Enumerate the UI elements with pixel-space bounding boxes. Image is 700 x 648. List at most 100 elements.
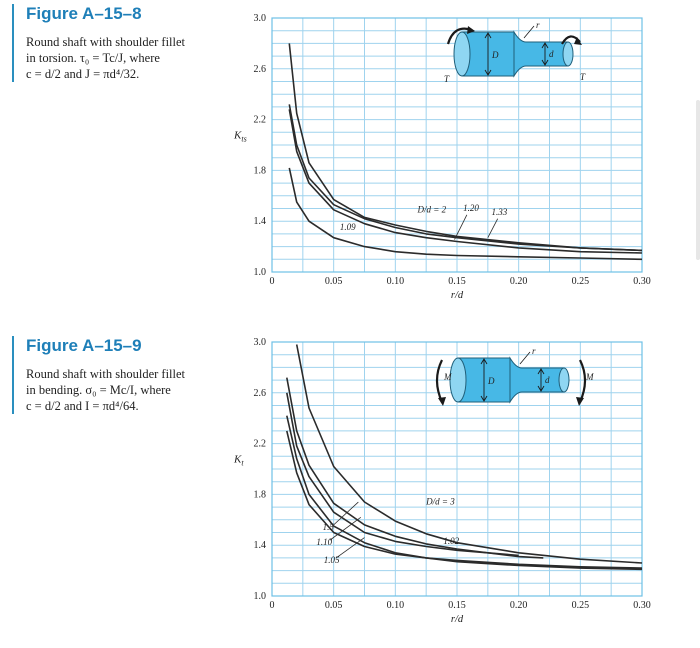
y-tick-label: 2.6	[254, 64, 267, 75]
plot-frame	[271, 341, 643, 597]
fillet-leader	[523, 25, 535, 39]
series-label: 1.09	[340, 222, 356, 232]
caption-line: Round shaft with shoulder fillet	[26, 367, 186, 381]
plot-frame	[271, 17, 643, 273]
diameter-label-d: d	[545, 375, 550, 385]
caption-line: c = d/2 and J = πd⁴/32.	[26, 67, 140, 81]
shaft-small-end	[558, 367, 570, 393]
y-tick-label: 1.4	[254, 216, 267, 227]
caption-line: in torsion. τ₀ = Tc/J, where	[26, 51, 160, 65]
series-label: 1.20	[463, 203, 479, 213]
figure-caption: Figure A–15–9 Round shaft with shoulder …	[12, 336, 226, 414]
leader-line	[454, 214, 468, 240]
x-tick-label: 0.30	[633, 600, 651, 611]
shaft-end-face	[453, 31, 471, 77]
y-axis-title: Kt	[233, 454, 244, 468]
x-tick-label: 0.20	[510, 600, 527, 611]
arrowhead-icon	[576, 397, 584, 406]
arrow-icon	[480, 358, 488, 402]
series-line	[286, 392, 519, 557]
y-tick-label: 1.0	[254, 267, 267, 278]
series-label: 1.10	[316, 537, 332, 547]
x-axis-title: r/d	[451, 614, 464, 625]
y-axis-title: Kts	[233, 130, 247, 144]
series-line	[288, 104, 643, 252]
diameter-label-d: d	[549, 49, 554, 59]
shaft-small-section	[513, 30, 569, 78]
y-tick-label: 3.0	[254, 337, 267, 348]
arrow-icon	[541, 42, 549, 66]
arrowhead-icon	[438, 397, 446, 406]
shaft-end-face	[449, 357, 467, 403]
series-line	[288, 43, 643, 252]
leader-line	[487, 218, 499, 238]
series-line	[288, 167, 643, 261]
series-label: 1.33	[492, 207, 508, 217]
moment-arrow-icon	[435, 359, 444, 403]
series-label: 1.05	[324, 555, 340, 565]
caption-line: Round shaft with shoulder fillet	[26, 35, 186, 49]
leader-line	[329, 516, 362, 541]
y-tick-label: 1.8	[254, 165, 267, 176]
fillet-radius-label: r	[536, 20, 540, 30]
series-line	[288, 109, 643, 254]
y-tick-label: 2.2	[254, 115, 267, 126]
x-tick-label: 0.15	[448, 276, 466, 287]
arrow-icon	[484, 32, 492, 76]
series-line	[286, 415, 643, 571]
series-label: 1.02	[443, 536, 459, 546]
moment-label: M	[443, 372, 452, 382]
x-tick-label: 0.15	[448, 600, 466, 611]
chart-bending: 0 0.05 0.10 0.15 0.20 0.25 0.30 1.0 1.4 1.8 2.2 2.6…	[233, 337, 651, 625]
x-tick-label: 0.20	[510, 276, 527, 287]
series-line	[295, 344, 643, 564]
series-group	[286, 344, 643, 571]
shaft-small-section	[509, 356, 565, 404]
diameter-label-D: D	[487, 376, 495, 386]
caption-line: in bending. σ₀ = Mc/I, where	[26, 383, 171, 397]
series-label: D/d = 3	[425, 497, 455, 507]
y-tick-label: 3.0	[254, 13, 267, 24]
arrowhead-icon	[574, 37, 582, 45]
series-label: 1.5	[323, 522, 335, 532]
arrowhead-icon	[467, 26, 475, 34]
x-tick-label: 0.05	[325, 600, 343, 611]
figure-caption: Figure A–15–8 Round shaft with shoulder …	[12, 4, 226, 82]
y-tick-label: 1.8	[254, 489, 267, 500]
chart-torsion: 0 0.05 0.10 0.15 0.20 0.25 0.30 1.0 1.4 1.8 2.2 2.6…	[233, 13, 651, 301]
y-tick-label: 2.2	[254, 439, 267, 450]
leader-line	[335, 537, 365, 559]
diameter-label-D: D	[491, 50, 499, 60]
figure-title: Figure A–15–8	[26, 4, 142, 23]
x-tick-label: 0.05	[325, 276, 343, 287]
moment-label: M	[585, 372, 594, 382]
caption-line: c = d/2 and I = πd⁴/64.	[26, 399, 139, 413]
y-tick-label: 1.4	[254, 540, 267, 551]
figure-a-15-8: Figure A–15–8 Round shaft with shoulder …	[12, 4, 651, 301]
torque-label: T	[444, 74, 450, 84]
series-line	[286, 430, 643, 569]
fillet-leader	[519, 351, 531, 365]
series-label: D/d = 2	[417, 204, 447, 214]
leader-line	[333, 501, 359, 526]
y-tick-label: 1.0	[254, 591, 267, 602]
x-tick-label: 0	[270, 600, 275, 611]
figure-title: Figure A–15–9	[26, 336, 142, 355]
x-tick-label: 0.25	[572, 276, 590, 287]
x-axis-title: r/d	[451, 290, 464, 301]
y-tick-label: 2.6	[254, 388, 267, 399]
x-tick-label: 0.25	[572, 600, 590, 611]
x-tick-label: 0.10	[387, 600, 405, 611]
x-tick-label: 0.10	[387, 276, 405, 287]
torque-label: T	[580, 72, 586, 82]
x-tick-label: 0	[270, 276, 275, 287]
fillet-radius-label: r	[532, 346, 536, 356]
series-group	[288, 43, 643, 261]
arrow-icon	[537, 368, 545, 392]
shaft-small-end	[562, 41, 574, 67]
x-tick-label: 0.30	[633, 276, 651, 287]
scrollbar[interactable]	[696, 100, 700, 260]
figure-a-15-9: Figure A–15–9 Round shaft with shoulder …	[0, 324, 700, 648]
